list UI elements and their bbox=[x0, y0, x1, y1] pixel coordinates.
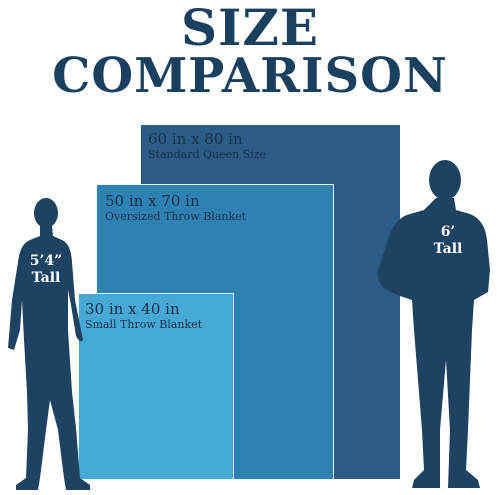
man-height-word: Tall bbox=[433, 241, 463, 257]
oversized-throw-label: 50 in x 70 in Oversized Throw Blanket bbox=[105, 192, 246, 224]
queen-blanket-name: Standard Queen Size bbox=[148, 148, 267, 161]
man-height-label: 6’ Tall bbox=[424, 224, 472, 258]
small-throw-blanket-rect bbox=[78, 293, 234, 480]
small-throw-name: Small Throw Blanket bbox=[85, 318, 203, 331]
man-height-value: 6’ bbox=[440, 224, 456, 240]
woman-height-label: 5’4” Tall bbox=[22, 253, 70, 287]
queen-blanket-size: 60 in x 80 in bbox=[148, 130, 243, 148]
queen-blanket-label: 60 in x 80 in Standard Queen Size bbox=[148, 130, 266, 162]
woman-height-word: Tall bbox=[31, 270, 61, 286]
oversized-throw-size: 50 in x 70 in bbox=[105, 192, 200, 210]
title-line-comparison: COMPARISON bbox=[52, 48, 448, 104]
woman-height-value: 5’4” bbox=[29, 253, 63, 269]
small-throw-size: 30 in x 40 in bbox=[85, 300, 180, 318]
oversized-throw-name: Oversized Throw Blanket bbox=[105, 210, 247, 223]
title-line-size: SIZE bbox=[180, 0, 320, 57]
small-throw-label: 30 in x 40 in Small Throw Blanket bbox=[85, 300, 202, 332]
